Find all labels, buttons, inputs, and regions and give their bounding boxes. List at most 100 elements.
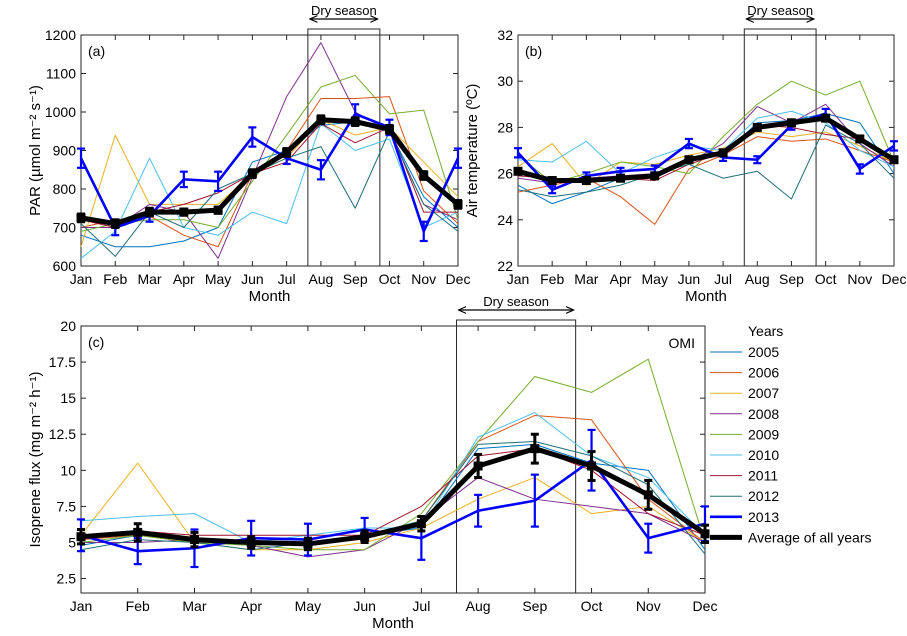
data-point xyxy=(110,219,120,229)
data-point xyxy=(247,169,257,179)
data-point xyxy=(179,207,189,217)
y-tick-label: 5 xyxy=(68,534,76,550)
data-point xyxy=(213,205,223,215)
legend: Years 2005 2006 2007 2008 2009 2010 2011 2012 201… xyxy=(710,323,871,545)
chart-panel-1: 600 700 800 900 1000 1100 1200 Jan Feb Mar Apr May J… xyxy=(27,3,470,305)
x-tick-label: Apr xyxy=(610,271,632,287)
x-tick-label: Aug xyxy=(466,598,491,614)
y-tick-label: 12.5 xyxy=(49,426,76,442)
data-point xyxy=(581,176,591,186)
data-point xyxy=(453,199,463,209)
x-tick-label: Oct xyxy=(581,598,603,614)
data-point xyxy=(700,529,710,539)
data-point xyxy=(752,122,762,132)
data-point xyxy=(189,535,199,545)
y-axis-label: Air temperature (ºC) xyxy=(464,84,481,218)
series-2009 xyxy=(80,74,459,232)
y-axis-label: Isoprene flux (mg m⁻² h⁻¹) xyxy=(27,372,44,548)
x-axis-label: Month xyxy=(372,615,414,631)
data-point xyxy=(821,113,831,123)
data-point xyxy=(616,173,626,183)
x-tick-label: Aug xyxy=(745,271,770,287)
x-tick-label: Jul xyxy=(278,271,296,287)
data-point xyxy=(76,532,86,542)
x-tick-label: Sep xyxy=(343,271,368,287)
x-tick-label: Apr xyxy=(240,598,262,614)
legend-entry: 2008 xyxy=(748,406,779,422)
series-line xyxy=(79,112,460,233)
x-tick-label: Feb xyxy=(103,271,127,287)
data-point xyxy=(650,171,660,181)
data-point xyxy=(889,155,899,165)
data-point xyxy=(145,207,155,217)
data-point xyxy=(473,461,483,471)
data-point xyxy=(282,147,292,157)
y-tick-label: 1100 xyxy=(46,66,76,82)
y-tick-label: 1000 xyxy=(45,104,76,120)
legend-entry: 2010 xyxy=(748,447,779,463)
series-line xyxy=(80,117,460,227)
x-tick-label: Mar xyxy=(574,271,598,287)
x-axis-label: Month xyxy=(685,288,727,305)
y-tick-label: 32 xyxy=(497,27,513,43)
x-tick-label: Jan xyxy=(70,598,93,614)
x-tick-label: Jul xyxy=(412,598,430,614)
x-tick-label: Apr xyxy=(173,271,195,287)
series-2010 xyxy=(80,123,459,259)
x-tick-label: May xyxy=(295,598,321,614)
x-tick-label: Nov xyxy=(636,598,661,614)
data-point xyxy=(303,539,313,549)
series-average-of-all-years xyxy=(513,113,899,186)
y-tick-label: 700 xyxy=(53,220,77,236)
x-tick-label: Oct xyxy=(815,271,837,287)
legend-entry: 2011 xyxy=(748,468,778,484)
dry-season-box xyxy=(456,319,577,594)
x-tick-label: Jan xyxy=(507,271,530,287)
series-average-of-all-years xyxy=(76,432,710,552)
x-tick-label: Dec xyxy=(446,271,471,287)
data-point xyxy=(76,213,86,223)
legend-entry: 2007 xyxy=(748,385,779,401)
legend-entry: 2006 xyxy=(748,365,779,381)
x-tick-label: Sep xyxy=(779,271,804,287)
data-point xyxy=(587,461,597,471)
dry-season-box xyxy=(743,28,817,267)
chart-panel-2: 22 24 26 28 30 32 Jan Feb Mar Apr May Jun Jul Aug Sep O… xyxy=(464,3,906,305)
data-point xyxy=(419,171,429,181)
x-tick-label: Dec xyxy=(882,271,907,287)
data-point xyxy=(416,519,426,529)
x-tick-label: Jan xyxy=(70,271,93,287)
dry-season-label: Dry season xyxy=(747,3,813,18)
x-tick-label: Jun xyxy=(353,598,376,614)
data-point xyxy=(384,124,394,134)
y-tick-label: 24 xyxy=(497,212,513,228)
y-tick-label: 800 xyxy=(53,181,77,197)
omi-label: OMI xyxy=(669,335,695,351)
panel-label: (a) xyxy=(88,43,105,59)
data-point xyxy=(718,148,728,158)
data-point xyxy=(643,490,653,500)
chart-panel-3: 2.5 5 7.5 10 12.5 15 17.5 20 Jan Feb Mar Apr May Jun J… xyxy=(27,294,871,632)
data-point xyxy=(530,444,540,454)
data-point xyxy=(360,532,370,542)
x-tick-label: Nov xyxy=(847,271,872,287)
series-line xyxy=(517,110,895,175)
y-tick-label: 30 xyxy=(497,73,513,89)
data-point xyxy=(786,118,796,128)
data-point xyxy=(513,166,523,176)
x-tick-label: Sep xyxy=(522,598,547,614)
series-2011 xyxy=(80,448,706,536)
x-tick-label: Jun xyxy=(241,271,264,287)
x-tick-label: May xyxy=(642,271,668,287)
y-tick-label: 17.5 xyxy=(49,354,76,370)
dry-season-label: Dry season xyxy=(483,294,549,309)
plot-frame xyxy=(80,325,706,594)
y-tick-label: 28 xyxy=(497,119,513,135)
y-tick-label: 900 xyxy=(53,143,77,159)
x-tick-label: Mar xyxy=(182,598,206,614)
x-tick-label: Dec xyxy=(693,598,718,614)
y-tick-label: 22 xyxy=(497,258,513,274)
y-axis-label: PAR (µmol m⁻² s⁻¹) xyxy=(27,85,44,216)
data-point xyxy=(133,527,143,537)
